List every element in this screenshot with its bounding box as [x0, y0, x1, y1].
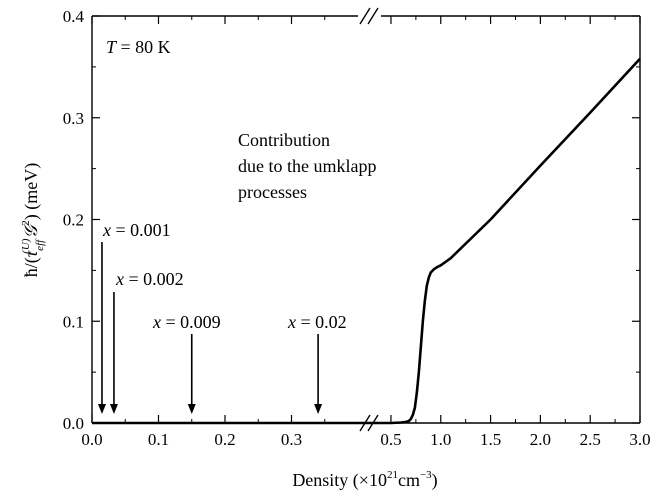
x-tick-label-3: 0.3	[281, 430, 302, 449]
x-tick-label-2: 0.2	[214, 430, 235, 449]
y-tick-label-4: 0.4	[63, 7, 85, 26]
x-tick-label-4: 0.5	[380, 430, 401, 449]
x-tick-label-5: 1.0	[430, 430, 451, 449]
axis-break-top-1	[359, 7, 371, 25]
contribution-line-1: Contribution	[238, 130, 330, 150]
contribution-annotation: Contribution due to the umklapp processe…	[238, 130, 381, 202]
x-tick-label-7: 2.0	[530, 430, 551, 449]
axis-break-top-2	[367, 7, 379, 25]
annotation-arrows: x = 0.001 x = 0.002 x = 0.009 x = 0.02	[97, 220, 347, 414]
y-axis-title: ħ/(τeff(U)𝒢2) (meV)	[20, 163, 46, 278]
arrow-label-2: x = 0.009	[152, 312, 221, 332]
x-tick-label-1: 0.1	[148, 430, 169, 449]
temperature-annotation: T = 80 K	[106, 37, 171, 57]
x-axis-title: Density (×1021cm−3)	[292, 469, 437, 491]
arrow-label-1: x = 0.002	[115, 269, 184, 289]
axis-break-marks	[359, 7, 379, 432]
contribution-line-2: due to the umklapp	[238, 156, 376, 176]
axis-ticks	[91, 15, 641, 424]
axis-break-bottom-2	[367, 414, 379, 432]
arrow-head-2	[187, 404, 196, 414]
series	[92, 57, 641, 425]
axis-break-bottom-1	[359, 414, 371, 432]
y-tick-label-2: 0.2	[63, 211, 84, 230]
tick-labels: 0.0 0.1 0.2 0.3 0.5 1.0 1.5 2.0 2.5 3.0 0.0 0.1 0.2 0…	[63, 7, 651, 449]
x-tick-label-6: 1.5	[480, 430, 501, 449]
x-tick-label-8: 2.5	[580, 430, 601, 449]
x-tick-label-9: 3.0	[629, 430, 650, 449]
contribution-line-3: processes	[238, 182, 307, 202]
arrow-head-0	[97, 404, 106, 414]
x-tick-label-0: 0.0	[81, 430, 102, 449]
arrow-label-0: x = 0.001	[102, 220, 171, 240]
series-0-line-right	[358, 57, 641, 425]
arrow-label-3: x = 0.02	[287, 312, 347, 332]
y-tick-label-3: 0.3	[63, 109, 84, 128]
y-tick-label-0: 0.0	[63, 414, 84, 433]
y-tick-label-1: 0.1	[63, 312, 84, 331]
plot-frame	[91, 15, 641, 424]
arrow-head-3	[314, 404, 323, 414]
arrow-head-1	[109, 404, 118, 414]
